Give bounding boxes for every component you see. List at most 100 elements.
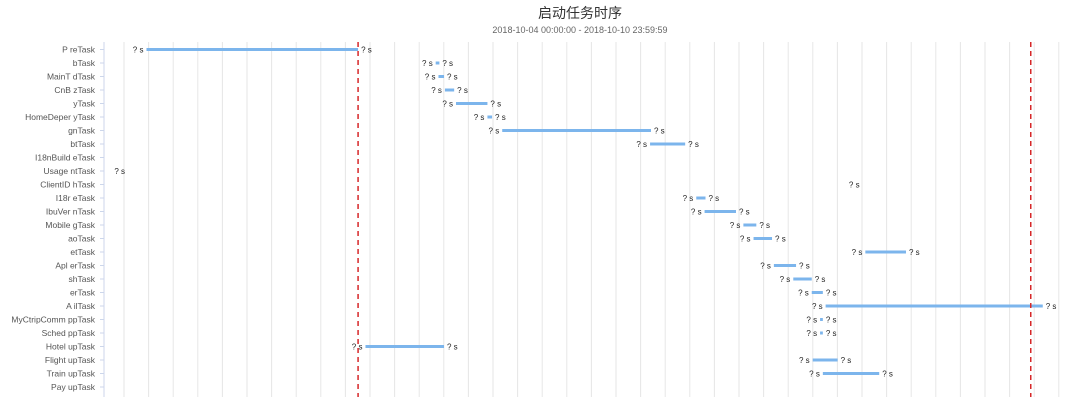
start-label: ? s <box>799 356 810 365</box>
start-label: ? s <box>806 329 817 338</box>
task-label: yTask <box>73 99 95 109</box>
task-bar <box>820 318 823 321</box>
start-label: ? s <box>852 248 863 257</box>
task-bar <box>365 345 445 348</box>
task-label: IbuVer nTask <box>46 207 96 217</box>
start-label: ? s <box>812 302 823 311</box>
task-label: erTask <box>70 288 96 298</box>
start-label: ? s <box>691 208 702 217</box>
task-bar <box>865 250 907 254</box>
end-label: ? s <box>909 248 920 257</box>
start-label: ? s <box>489 127 500 136</box>
task-bar <box>444 88 455 92</box>
start-label: ? s <box>442 100 453 109</box>
end-label: ? s <box>815 275 826 284</box>
task-bar <box>146 48 359 51</box>
chart-title: 启动任务时序 <box>538 5 622 21</box>
start-label: ? s <box>849 181 860 190</box>
task-label: Flight upTask <box>45 355 96 365</box>
task-label: ClientID hTask <box>40 180 96 190</box>
start-label: ? s <box>760 262 771 271</box>
start-label: ? s <box>798 289 809 298</box>
end-label: ? s <box>361 46 372 55</box>
task-bar <box>825 304 1043 308</box>
end-label: ? s <box>775 235 786 244</box>
task-label: bTask <box>73 58 96 68</box>
start-label: ? s <box>422 59 433 68</box>
end-label: ? s <box>759 221 770 230</box>
task-label: Apl erTask <box>55 261 95 271</box>
start-label: ? s <box>780 275 791 284</box>
end-label: ? s <box>841 356 852 365</box>
task-bar <box>650 142 686 146</box>
end-label: ? s <box>442 59 453 68</box>
end-label: ? s <box>495 113 506 122</box>
bars <box>146 48 1043 375</box>
task-bar <box>753 237 773 240</box>
marker-lines <box>357 42 1032 397</box>
task-label: I18r eTask <box>56 193 96 203</box>
task-bar <box>743 223 757 227</box>
task-bar <box>438 75 445 78</box>
task-label: gnTask <box>68 126 96 136</box>
task-label: P reTask <box>62 45 96 55</box>
task-label: Pay upTask <box>51 382 96 392</box>
task-label: Usage ntTask <box>44 166 96 176</box>
task-label: Mobile gTask <box>45 220 95 230</box>
task-bar <box>773 264 797 267</box>
start-label: ? s <box>730 221 741 230</box>
task-bar <box>811 291 823 294</box>
end-label: ? s <box>447 343 458 352</box>
task-label: etTask <box>70 247 95 257</box>
task-bar <box>502 129 651 132</box>
end-label: ? s <box>826 329 837 338</box>
task-bar <box>820 331 823 335</box>
task-labels: P reTask bTask MainT dTask CnB zTask yTask Ho… <box>11 45 104 392</box>
task-label: A ilTask <box>66 301 96 311</box>
start-label: ? s <box>809 370 820 379</box>
start-label: ? s <box>740 235 751 244</box>
task-label: shTask <box>69 274 96 284</box>
task-label: Hotel upTask <box>46 342 96 352</box>
start-label: ? s <box>683 194 694 203</box>
end-label: ? s <box>457 86 468 95</box>
start-label: ? s <box>431 86 442 95</box>
end-label: ? s <box>709 194 720 203</box>
task-label: Sched ppTask <box>42 328 96 338</box>
task-bar <box>812 358 838 362</box>
end-label: ? s <box>688 140 699 149</box>
start-label: ? s <box>636 140 647 149</box>
task-label: btTask <box>70 139 95 149</box>
task-bar <box>822 372 880 375</box>
end-label: ? s <box>739 208 750 217</box>
task-label: Train upTask <box>47 369 96 379</box>
task-bar <box>487 115 493 119</box>
task-label: HomeDeper yTask <box>25 112 96 122</box>
task-bar <box>704 210 736 213</box>
start-label: ? s <box>425 73 436 82</box>
task-bar <box>435 61 440 65</box>
start-label: ? s <box>474 113 485 122</box>
task-label: I18nBuild eTask <box>35 153 96 163</box>
task-bar <box>793 277 812 281</box>
duration-labels: ? s? s? s? s? s? s? s? s? s? s? s? s? s?… <box>114 46 1056 379</box>
start-label: ? s <box>133 46 144 55</box>
task-bar <box>696 196 706 200</box>
end-label: ? s <box>799 262 810 271</box>
end-label: ? s <box>447 73 458 82</box>
end-label: ? s <box>654 127 665 136</box>
task-bar <box>456 102 488 105</box>
task-label: MyCtripComm ppTask <box>11 315 95 325</box>
end-label: ? s <box>490 100 501 109</box>
end-label: ? s <box>826 316 837 325</box>
end-label: ? s <box>826 289 837 298</box>
end-label: ? s <box>1046 302 1057 311</box>
chart-subtitle: 2018-10-04 00:00:00 - 2018-10-10 23:59:5… <box>492 25 667 35</box>
task-label: CnB zTask <box>54 85 95 95</box>
task-label: MainT dTask <box>47 72 96 82</box>
end-label: ? s <box>882 370 893 379</box>
grid <box>103 42 1060 397</box>
start-label: ? s <box>806 316 817 325</box>
start-label: ? s <box>352 343 363 352</box>
